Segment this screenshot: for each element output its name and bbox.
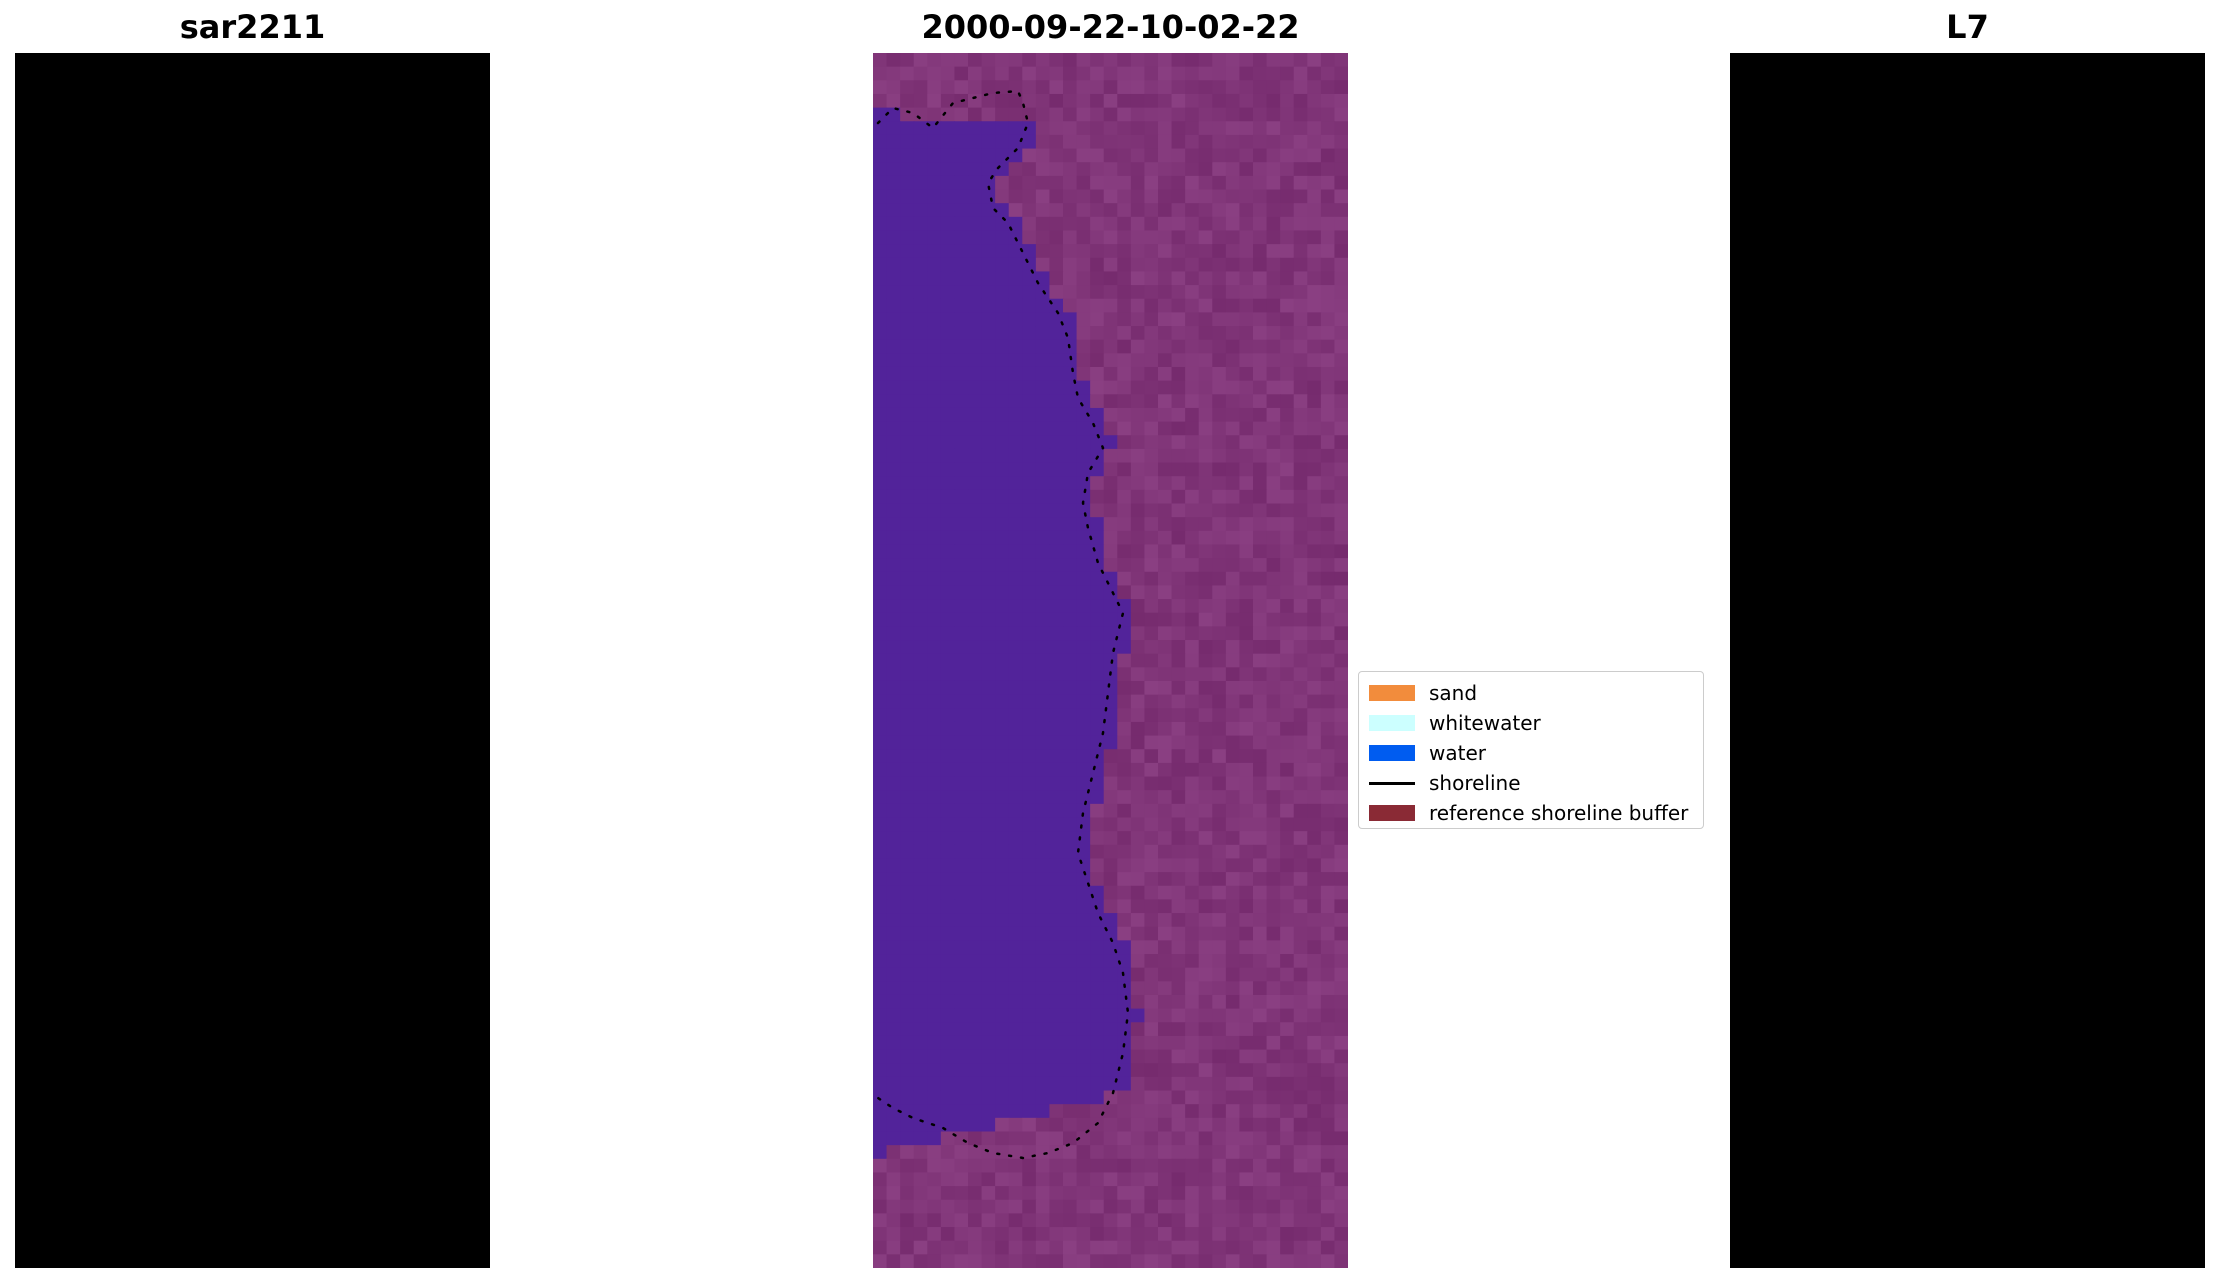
legend-swatch-whitewater [1369, 715, 1415, 731]
legend-label: sand [1429, 681, 1478, 705]
legend-item-shoreline: shoreline [1369, 768, 1693, 798]
legend-swatch-sand [1369, 685, 1415, 701]
panel-title-rgb: sar2211 [179, 8, 326, 46]
panel-title-classified: 2000-09-22-10-02-22 [921, 8, 1300, 46]
legend-item-water: water [1369, 738, 1693, 768]
legend-label: shoreline [1429, 771, 1521, 795]
legend-item-sand: sand [1369, 678, 1693, 708]
legend-swatch-shoreline [1369, 781, 1415, 785]
rgb-image [15, 53, 490, 1268]
legend: sand whitewater water shoreline referenc… [1358, 671, 1704, 829]
legend-item-reference-buffer: reference shoreline buffer [1369, 798, 1693, 828]
legend-label: whitewater [1429, 711, 1541, 735]
legend-item-whitewater: whitewater [1369, 708, 1693, 738]
legend-swatch-water [1369, 745, 1415, 761]
index-image [1730, 53, 2205, 1268]
panel-title-index: L7 [1946, 8, 1989, 46]
classified-image [873, 53, 1348, 1268]
legend-label: water [1429, 741, 1486, 765]
legend-swatch-reference-buffer [1369, 805, 1415, 821]
legend-label: reference shoreline buffer [1429, 801, 1689, 825]
